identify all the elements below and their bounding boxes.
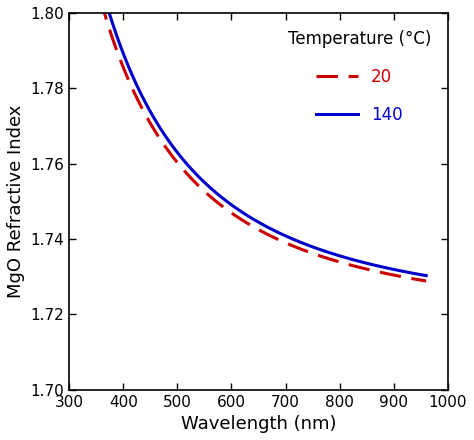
20 — [414, 277, 419, 282]
X-axis label: Wavelength (nm): Wavelength (nm) — [181, 415, 336, 433]
140 — [352, 257, 358, 263]
20 — [105, 22, 111, 27]
Legend: 20, 140: 20, 140 — [280, 21, 439, 132]
140 — [105, 6, 111, 11]
20 — [413, 277, 419, 282]
140 — [414, 271, 419, 276]
Line: 140: 140 — [91, 0, 426, 275]
Line: 20: 20 — [91, 0, 426, 281]
20 — [251, 224, 257, 230]
20 — [423, 279, 429, 284]
20 — [242, 219, 248, 224]
140 — [251, 217, 257, 222]
Y-axis label: MgO Refractive Index: MgO Refractive Index — [7, 105, 25, 298]
20 — [352, 264, 358, 269]
140 — [423, 273, 429, 278]
140 — [242, 212, 248, 217]
140 — [413, 271, 419, 276]
